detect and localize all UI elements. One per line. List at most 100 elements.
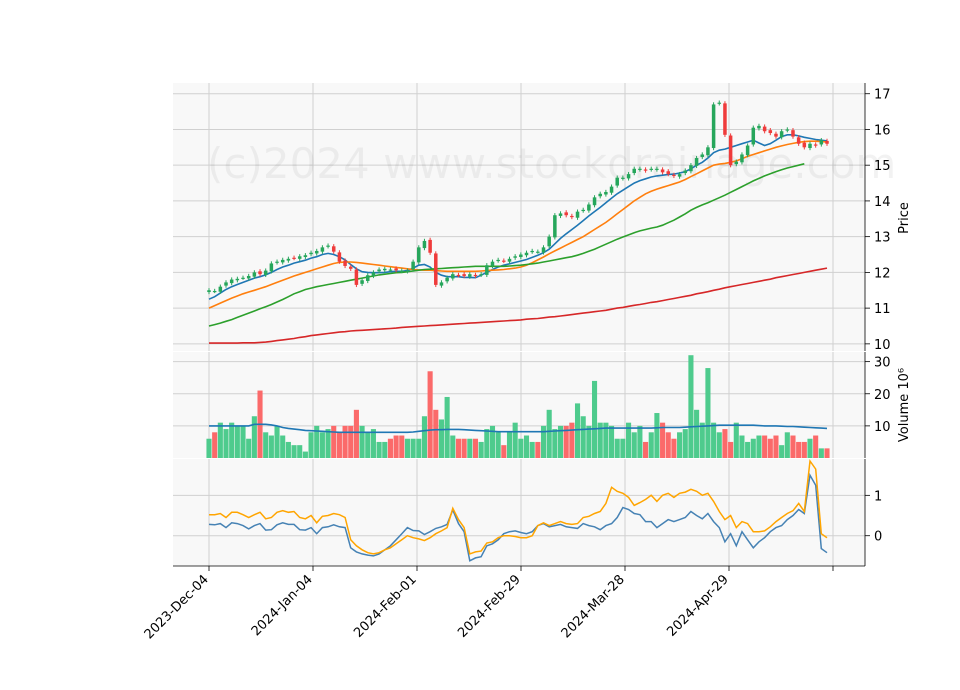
- candle-body: [553, 215, 557, 238]
- volume-bar: [824, 448, 830, 458]
- oscillator-osc_slow: [209, 458, 828, 555]
- volume-bar: [796, 441, 802, 458]
- volume-bar: [557, 425, 564, 458]
- candle-body: [485, 265, 489, 275]
- x-tick-label: 2023-Dec-04: [142, 572, 212, 642]
- volume-bar: [660, 422, 666, 458]
- volume-bar: [807, 438, 813, 458]
- price-axis-label: Price: [897, 202, 912, 234]
- volume-bar: [705, 368, 711, 458]
- candle-body: [507, 258, 512, 262]
- volume-bar: [608, 425, 615, 458]
- volume-bar: [501, 445, 507, 458]
- candle-body: [428, 239, 432, 253]
- x-tick-label: 2024-Mar-28: [559, 572, 628, 641]
- volume-bar: [370, 429, 376, 458]
- candle-body: [468, 274, 472, 277]
- candle-body: [473, 274, 478, 277]
- candle-body: [762, 126, 767, 132]
- volume-bar: [325, 429, 331, 458]
- volume-bar: [626, 422, 632, 458]
- grid-lines: [173, 83, 865, 566]
- candle-body: [717, 102, 722, 104]
- volume-bar: [393, 435, 399, 458]
- candle-body: [598, 193, 602, 197]
- volume-bar: [722, 429, 728, 458]
- candle-body: [258, 271, 262, 275]
- volume-bar: [387, 438, 393, 458]
- watermark: (c)2024 www.stockdrainage.com: [207, 139, 896, 188]
- volume-bar: [620, 438, 626, 458]
- candle-body: [479, 274, 483, 276]
- candle-body: [394, 268, 398, 271]
- volume-bar: [263, 432, 269, 458]
- moving-average-2: [208, 140, 828, 309]
- volume-bar: [342, 425, 348, 458]
- candle-body: [235, 278, 240, 281]
- x-tick-label: 2024-Apr-29: [664, 572, 731, 639]
- candle-body: [689, 165, 693, 172]
- volume-bar: [427, 371, 433, 458]
- volume-bar: [563, 425, 569, 458]
- volume-bar: [694, 409, 700, 458]
- candle-body: [825, 140, 829, 144]
- candle-body: [263, 270, 268, 275]
- volume-bar: [518, 438, 524, 458]
- candle-body: [808, 143, 812, 149]
- volume-bar: [614, 438, 620, 458]
- volume-bar: [223, 429, 229, 458]
- candle-body: [660, 169, 665, 173]
- volume-bar: [773, 435, 779, 458]
- volume-bar: [359, 425, 365, 458]
- candle-body: [451, 274, 455, 279]
- candle-body: [541, 247, 546, 253]
- volume-bar: [591, 380, 598, 458]
- volume-bar: [433, 409, 439, 458]
- candle-body: [666, 171, 671, 175]
- volume-bar: [421, 416, 428, 458]
- oscillator-tick-label: 0: [874, 530, 882, 545]
- volume-bar: [546, 409, 552, 458]
- volume-bar: [438, 419, 445, 458]
- candle-body: [303, 255, 308, 258]
- candle-body: [581, 209, 585, 212]
- price-moving-averages: [208, 134, 828, 344]
- volume-bar: [268, 435, 274, 458]
- volume-bar: [212, 432, 218, 458]
- candle-body: [536, 251, 540, 253]
- candle-body: [246, 275, 251, 279]
- candle-body: [757, 125, 761, 129]
- candle-body: [354, 269, 359, 285]
- volume-bar: [671, 438, 677, 458]
- volume-bar: [569, 422, 575, 458]
- volume-bar: [711, 422, 717, 458]
- candle-body: [434, 253, 438, 285]
- volume-bar: [404, 438, 410, 458]
- candle-body: [723, 103, 727, 135]
- candle-body: [632, 168, 636, 174]
- candle-body: [700, 154, 705, 157]
- candle-body: [575, 211, 580, 218]
- candle-body: [218, 286, 223, 292]
- volume-bar: [382, 441, 388, 458]
- volume-axis-label: Volume 10⁶: [897, 368, 912, 442]
- candle-body: [547, 236, 551, 247]
- volume-bar: [217, 422, 223, 458]
- candle-body: [309, 252, 313, 255]
- candle-body: [706, 147, 710, 156]
- volume-bar: [586, 425, 592, 458]
- volume-bar: [336, 432, 342, 458]
- candle-body: [779, 131, 784, 138]
- volume-bar: [801, 441, 807, 458]
- x-tick-label: 2024-Feb-01: [351, 572, 420, 641]
- candle-body: [224, 282, 228, 286]
- candle-body: [275, 261, 279, 263]
- volume-bar: [308, 432, 314, 458]
- volume-bar: [302, 451, 308, 458]
- volume-bar: [552, 429, 558, 458]
- volume-bar: [728, 441, 734, 458]
- candle-body: [360, 280, 364, 284]
- volume-bar: [677, 432, 683, 458]
- volume-ma-line: [209, 423, 828, 434]
